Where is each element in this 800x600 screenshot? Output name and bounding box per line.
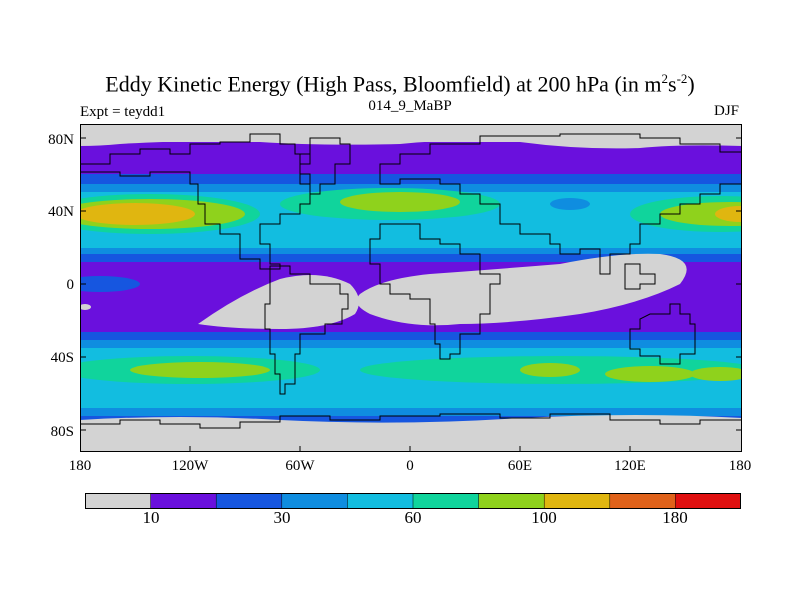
outline-indonesia	[624, 263, 656, 290]
eke-tropic-blue-west	[80, 276, 140, 292]
low-eke-tropical-pacific	[198, 275, 359, 329]
colorbar-swatch-5	[412, 493, 480, 509]
lat-label-0: 0	[66, 277, 75, 293]
colorbar-swatch-0	[85, 493, 152, 509]
lat-label-40s: 40S	[50, 350, 74, 366]
lon-label-120w: 120W	[171, 458, 209, 474]
colorbar-swatches	[85, 493, 741, 509]
colorbar-swatch-7	[543, 493, 611, 509]
lon-label-0: 0	[406, 458, 414, 474]
eke-nh-asia-dip	[550, 198, 590, 210]
colorbar	[85, 493, 741, 509]
continent-outlines	[80, 133, 742, 429]
eke-map	[80, 124, 742, 452]
experiment-label: Expt = teydd1	[80, 104, 166, 120]
map-ticks	[80, 137, 742, 452]
outline-north-america	[80, 133, 311, 270]
colorbar-label-60: 60	[404, 508, 422, 527]
map-title: Eddy Kinetic Energy (High Pass, Bloomfie…	[105, 71, 695, 97]
lat-label-80s: 80S	[50, 424, 74, 440]
eke-nh-westpac-core	[715, 206, 742, 222]
outline-greenland	[299, 137, 351, 195]
eke-nh-westpac-lime	[660, 202, 742, 226]
low-eke-antarctic	[80, 415, 742, 452]
lat-label-80n: 80N	[48, 132, 74, 148]
colorbar-swatch-3	[281, 493, 349, 509]
eke-sh-lime-indian	[605, 366, 695, 382]
colorbar-label-30: 30	[273, 508, 291, 527]
colorbar-swatch-9	[675, 493, 741, 509]
lon-label-60e: 60E	[507, 458, 533, 474]
low-eke-tropical-atlantic-indian	[356, 253, 687, 326]
eke-sh-lime-east	[690, 367, 742, 381]
eke-nh-atlantic-lime	[340, 192, 460, 212]
low-eke-arctic	[80, 124, 742, 149]
map-subtitle: 014_9_MaBP	[368, 98, 452, 114]
lat-label-40n: 40N	[48, 204, 74, 220]
low-eke-west-edge	[80, 304, 91, 310]
colorbar-swatch-1	[150, 493, 217, 509]
eke-sh-lime-mid	[520, 363, 580, 377]
lon-label-180e: 180	[728, 458, 752, 474]
outline-australia	[629, 303, 696, 365]
colorbar-label-10: 10	[142, 508, 160, 527]
colorbar-label-100: 100	[531, 508, 557, 527]
outline-antarctica	[80, 413, 742, 429]
outline-eurasia	[379, 133, 742, 275]
eke-sh-lime-west	[130, 362, 270, 378]
colorbar-swatch-2	[215, 493, 283, 509]
colorbar-swatch-6	[478, 493, 545, 509]
lon-label-180w: 180	[68, 458, 92, 474]
map-frame	[80, 124, 742, 452]
colorbar-swatch-8	[609, 493, 677, 509]
lon-label-60w: 60W	[285, 458, 315, 474]
eke-nh-pacific-core	[80, 203, 195, 225]
season-label: DJF	[713, 103, 739, 119]
outline-africa	[369, 223, 501, 360]
colorbar-swatch-4	[347, 493, 414, 509]
colorbar-frame	[85, 493, 741, 509]
outline-south-america	[264, 265, 349, 395]
lon-label-120e: 120E	[614, 458, 646, 474]
colorbar-label-180: 180	[662, 508, 688, 527]
